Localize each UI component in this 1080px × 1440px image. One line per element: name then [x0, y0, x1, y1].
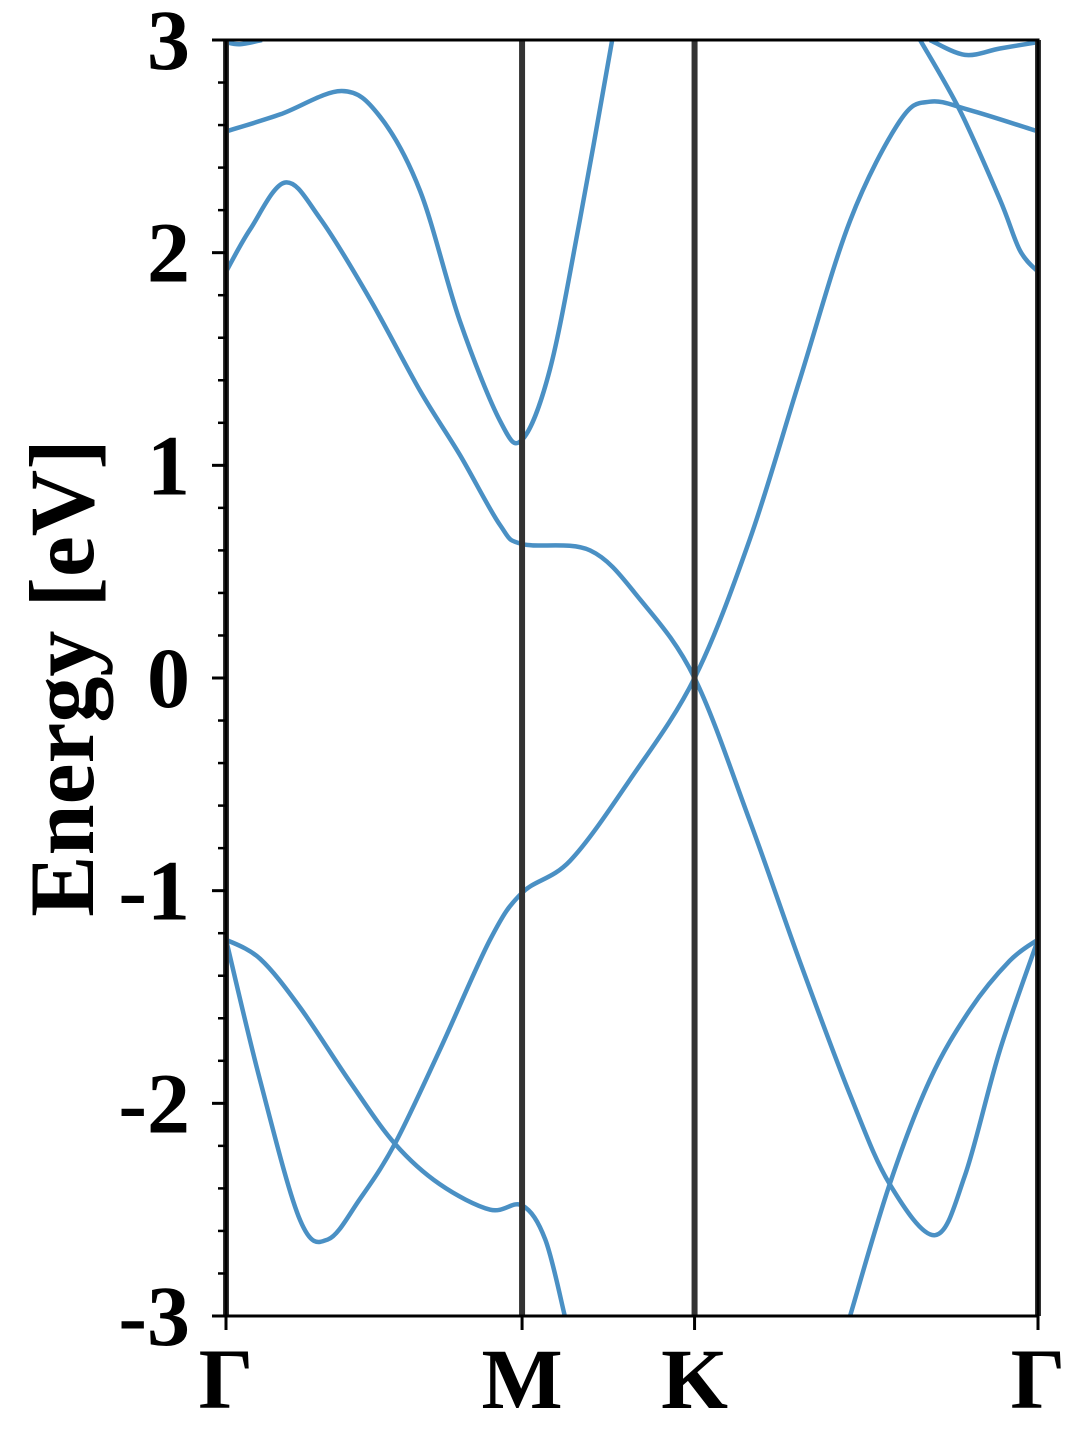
- x-tick-label: K: [661, 1331, 728, 1427]
- x-tick-label: M: [481, 1331, 562, 1427]
- plot-area: [226, 40, 1038, 1316]
- band-line: [918, 40, 1038, 274]
- y-tick-label: 3: [147, 0, 190, 88]
- y-tick-label: -2: [118, 1055, 190, 1151]
- x-tick-label: Γ: [199, 1331, 254, 1427]
- y-tick-label: -1: [118, 843, 190, 939]
- band-line: [226, 40, 615, 446]
- band-line: [226, 99, 1038, 1245]
- band-line: [226, 180, 1038, 1238]
- y-tick-label: 1: [147, 417, 190, 513]
- band-line: [226, 937, 567, 1316]
- y-axis-label: Energy [eV]: [11, 439, 113, 917]
- y-tick-label: -3: [118, 1268, 190, 1364]
- plot-frame: [224, 38, 1040, 1318]
- y-tick-label: 2: [147, 205, 190, 301]
- band-line: [847, 937, 1038, 1316]
- band-line: [928, 40, 1038, 58]
- y-tick-label: 0: [147, 630, 190, 726]
- x-tick-label: Γ: [1011, 1331, 1066, 1427]
